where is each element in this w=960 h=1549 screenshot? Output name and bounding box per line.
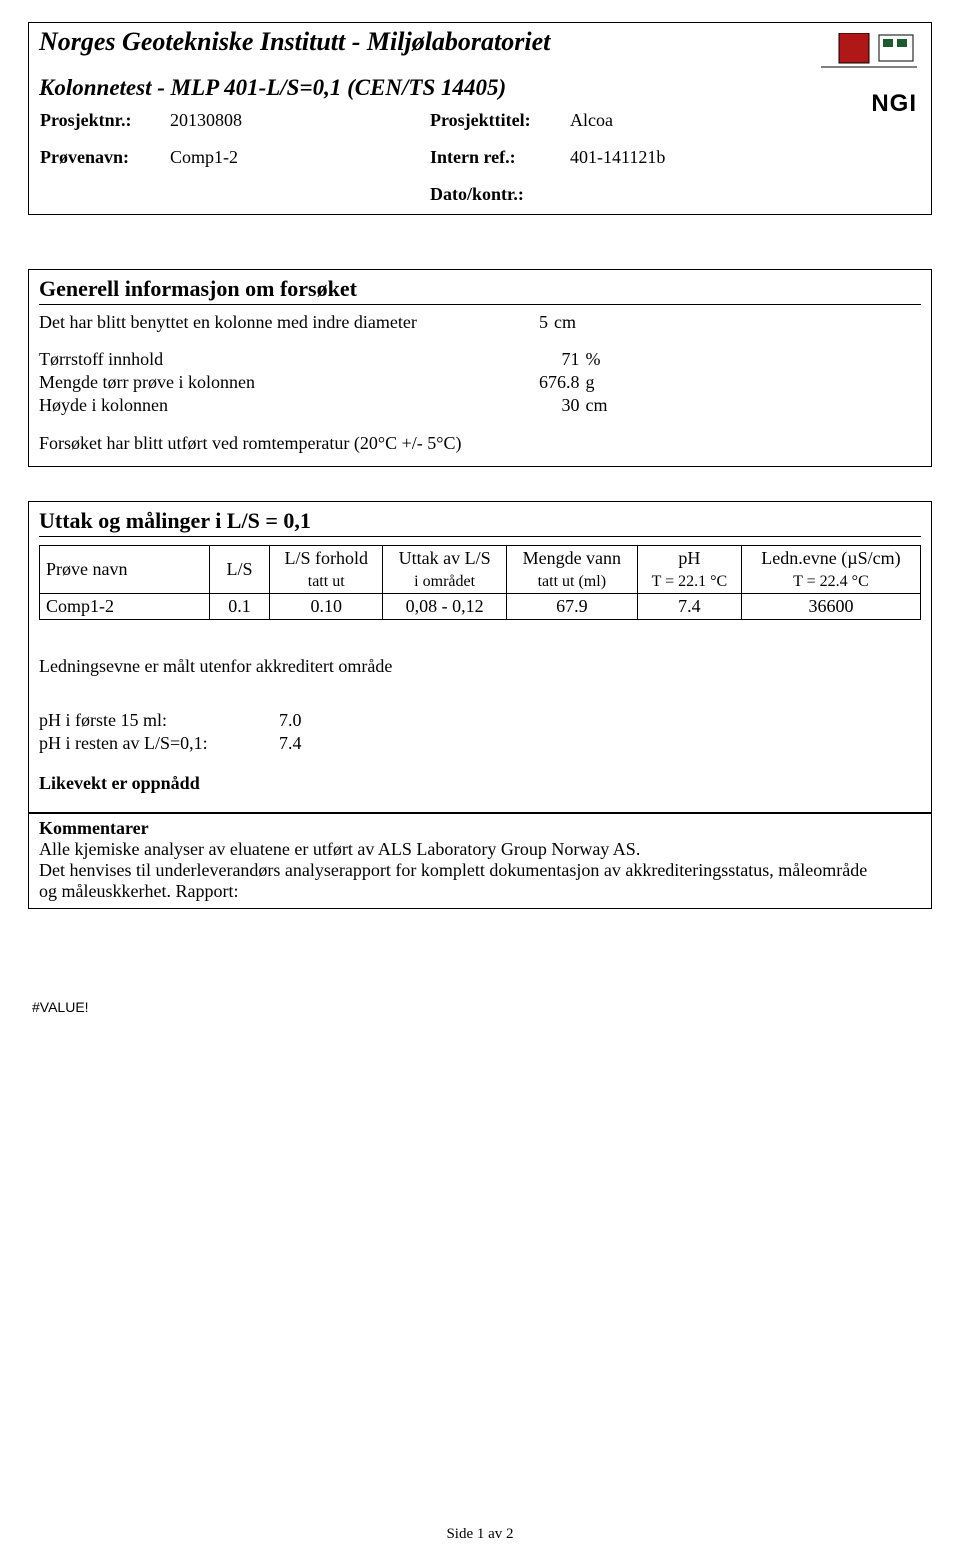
col-ls-forhold-top: L/S forhold: [270, 546, 383, 572]
internref-label: Intern ref.:: [430, 147, 516, 168]
cell-mengde: 67.9: [506, 594, 637, 620]
cell-ls-forhold: 0.10: [270, 594, 383, 620]
col-mengde-bot: tatt ut (ml): [506, 571, 637, 594]
ph-first-label: pH i første 15 ml:: [39, 709, 239, 732]
cell-ls: 0.1: [210, 594, 270, 620]
mengde-label: Mengde tørr prøve i kolonnen: [39, 371, 469, 394]
col-uttak-top: Uttak av L/S: [383, 546, 506, 572]
mengde-unit: g: [580, 371, 608, 394]
cell-navn: Comp1-2: [40, 594, 210, 620]
ledn-note: Ledningsevne er målt utenfor akkreditert…: [39, 656, 921, 677]
torrstoff-unit: %: [580, 348, 608, 371]
col-ph-top: pH: [637, 546, 741, 572]
col-ls: L/S: [210, 546, 270, 594]
projektnr-label: Prosjektnr.:: [40, 110, 132, 131]
hoyde-value: 30: [469, 394, 580, 417]
test-title: Kolonnetest - MLP 401-L/S=0,1 (CEN/TS 14…: [39, 75, 921, 101]
hoyde-label: Høyde i kolonnen: [39, 394, 469, 417]
torrstoff-label: Tørrstoff innhold: [39, 348, 469, 371]
projekttitel-label: Prosjekttitel:: [430, 110, 531, 131]
logo-block: NGI: [821, 33, 917, 118]
general-info-panel: Generell informasjon om forsøket Det har…: [28, 269, 932, 467]
general-note: Forsøket har blitt utført ved romtempera…: [39, 433, 921, 454]
comments-line2: Det henvises til underleverandørs analys…: [39, 860, 921, 881]
col-mengde-top: Mengde vann: [506, 546, 637, 572]
projektnr-value: 20130808: [170, 110, 242, 130]
uttak-title: Uttak og målinger i L/S = 0,1: [39, 508, 921, 534]
provenavn-label: Prøvenavn:: [40, 147, 129, 168]
internref-value: 401-141121b: [570, 147, 665, 167]
diameter-label: Det har blitt benyttet en kolonne med in…: [39, 311, 469, 334]
comments-heading: Kommentarer: [39, 818, 921, 839]
hoyde-unit: cm: [580, 394, 608, 417]
diameter-unit: cm: [548, 311, 576, 334]
divider: [39, 536, 921, 537]
comments-panel: Kommentarer Alle kjemiske analyser av el…: [28, 813, 932, 909]
col-ledn-top: Ledn.evne (µS/cm): [741, 546, 920, 572]
table-row: Comp1-2 0.1 0.10 0,08 - 0,12 67.9 7.4 36…: [40, 594, 921, 620]
projekttitel-value: Alcoa: [570, 110, 613, 130]
uttak-panel: Uttak og målinger i L/S = 0,1 Prøve navn…: [28, 501, 932, 813]
ph-first-value: 7.0: [239, 709, 302, 732]
general-title: Generell informasjon om forsøket: [39, 276, 921, 302]
mengde-value: 676.8: [469, 371, 580, 394]
ph-rest-value: 7.4: [239, 732, 302, 755]
org-title: Norges Geotekniske Institutt - Miljølabo…: [39, 27, 921, 57]
page-number: Side 1 av 2: [0, 1526, 960, 1543]
value-error: #VALUE!: [32, 999, 932, 1015]
likevekt: Likevekt er oppnådd: [39, 773, 921, 794]
col-ph-bot: T = 22.1 °C: [637, 571, 741, 594]
dato-label: Dato/kontr.:: [430, 184, 524, 205]
data-table: Prøve navn L/S L/S forhold Uttak av L/S …: [39, 545, 921, 620]
diameter-value: 5: [469, 311, 548, 334]
divider: [39, 304, 921, 305]
provenavn-value: Comp1-2: [170, 147, 238, 167]
header-panel: NGI Norges Geotekniske Institutt - Miljø…: [28, 22, 932, 215]
cell-uttak: 0,08 - 0,12: [383, 594, 506, 620]
col-uttak-bot: i området: [383, 571, 506, 594]
torrstoff-value: 71: [469, 348, 580, 371]
col-ls-forhold-bot: tatt ut: [270, 571, 383, 594]
logo-text: NGI: [821, 90, 917, 118]
cell-ph: 7.4: [637, 594, 741, 620]
col-prove-navn: Prøve navn: [40, 546, 210, 594]
crest-icon: [821, 33, 917, 85]
cell-ledn: 36600: [741, 594, 920, 620]
ph-rest-label: pH i resten av L/S=0,1:: [39, 732, 239, 755]
comments-line1: Alle kjemiske analyser av eluatene er ut…: [39, 839, 921, 860]
col-ledn-bot: T = 22.4 °C: [741, 571, 920, 594]
comments-line3: og måleuskkerhet. Rapport:: [39, 881, 921, 902]
